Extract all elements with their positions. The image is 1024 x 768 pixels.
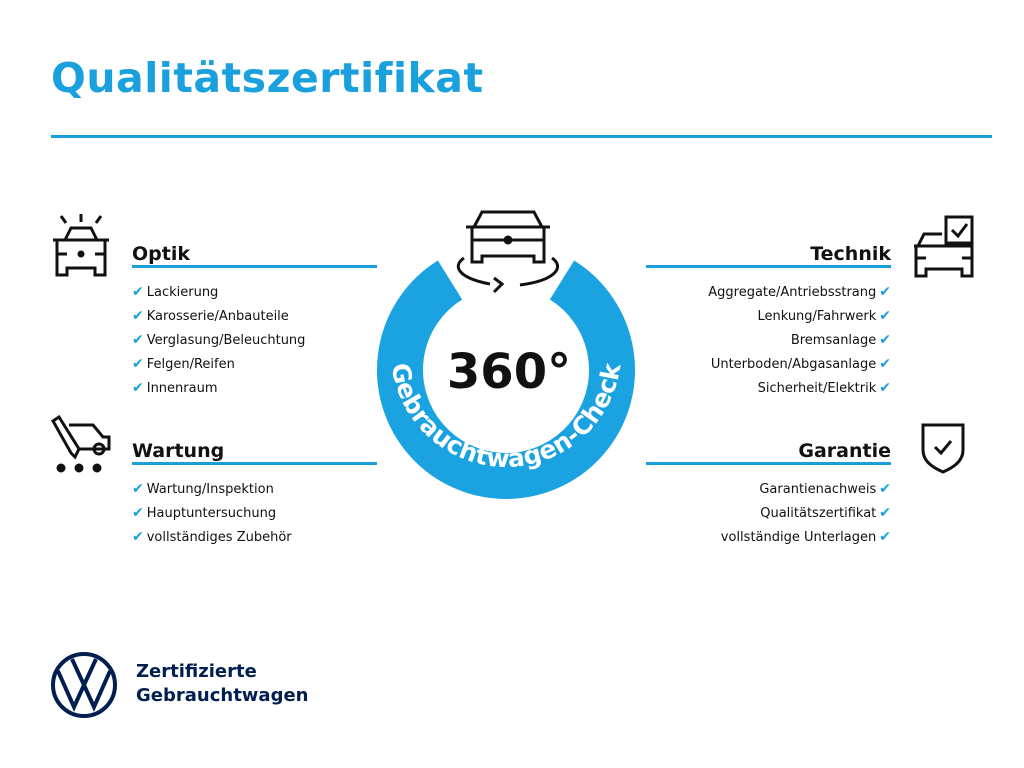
list-item: ✔ Karosserie/Anbauteile [132, 308, 289, 324]
section-title: Garantie [646, 437, 891, 465]
check-icon: ✔ [132, 332, 144, 348]
list-item: ✔ Lackierung [132, 284, 219, 300]
list-item: Garantienachweis ✔ [759, 481, 891, 497]
check-icon: ✔ [879, 505, 891, 521]
page-title: Qualitätszertifikat [51, 54, 484, 102]
360-check-badge: Gebrauchtwagen-Check 360° [377, 210, 635, 499]
check-icon: ✔ [132, 356, 144, 372]
section-wartung: Wartung ✔ Wartung/Inspektion ✔ Hauptunters… [132, 437, 377, 549]
list-item: Lenkung/Fahrwerk ✔ [757, 308, 891, 324]
list-item: vollständige Unterlagen ✔ [720, 529, 891, 545]
car-lights-icon [53, 214, 109, 277]
list-item: ✔ Verglasung/Beleuchtung [132, 332, 306, 348]
list-item: Bremsanlage ✔ [790, 332, 891, 348]
check-icon: ✔ [879, 356, 891, 372]
section-title: Wartung [132, 437, 377, 465]
check-icon: ✔ [879, 332, 891, 348]
list-item: Unterboden/Abgasanlage ✔ [710, 356, 891, 372]
section-title: Technik [646, 240, 891, 268]
shield-check-icon [921, 423, 965, 474]
list-item: ✔ Hauptuntersuchung [132, 505, 277, 521]
logo-text: Zertifizierte Gebrauchtwagen [136, 660, 308, 708]
check-icon: ✔ [132, 308, 144, 324]
list-item: ✔ Felgen/Reifen [132, 356, 235, 372]
list-item: ✔ Innenraum [132, 380, 218, 396]
car-checklist-icon [914, 215, 974, 278]
check-icon: ✔ [879, 481, 891, 497]
list-item: Aggregate/Antriebsstrang ✔ [708, 284, 891, 300]
vw-logo [51, 652, 117, 718]
list-item: ✔ Wartung/Inspektion [132, 481, 274, 497]
check-icon: ✔ [879, 284, 891, 300]
rotating-car-icon [457, 210, 559, 294]
check-icon: ✔ [879, 529, 891, 545]
check-icon: ✔ [132, 529, 144, 545]
title-divider [51, 135, 992, 138]
check-icon: ✔ [879, 308, 891, 324]
section-optik: Optik ✔ Lackierung ✔ Karosserie/Anbauteile… [132, 240, 377, 400]
service-wrench-car-icon [51, 415, 111, 473]
list-item: Sicherheit/Elektrik ✔ [757, 380, 891, 396]
check-icon: ✔ [132, 284, 144, 300]
section-technik: Technik Aggregate/Antriebsstrang ✔ Lenkun… [646, 240, 891, 400]
check-icon: ✔ [132, 481, 144, 497]
section-garantie: Garantie Garantienachweis ✔ Qualitätszert… [646, 437, 891, 549]
list-item: Qualitätszertifikat ✔ [760, 505, 891, 521]
list-item: ✔ vollständiges Zubehör [132, 529, 292, 545]
section-title: Optik [132, 240, 377, 268]
check-icon: ✔ [132, 380, 144, 396]
check-icon: ✔ [132, 505, 144, 521]
check-icon: ✔ [879, 380, 891, 396]
badge-ring [377, 260, 635, 499]
logo-line-1: Zertifizierte [136, 661, 257, 682]
360-label: 360° [447, 344, 571, 400]
logo-line-2: Gebrauchtwagen [136, 685, 309, 706]
